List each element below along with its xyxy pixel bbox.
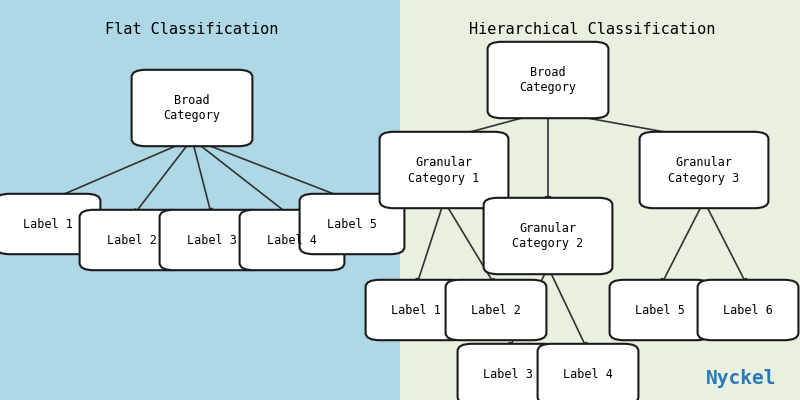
- Text: Label 3: Label 3: [187, 234, 237, 246]
- Text: Label 5: Label 5: [635, 304, 685, 316]
- Text: Label 2: Label 2: [471, 304, 521, 316]
- Text: Broad
Category: Broad Category: [163, 94, 221, 122]
- Text: Label 4: Label 4: [563, 368, 613, 380]
- FancyBboxPatch shape: [0, 194, 101, 254]
- FancyBboxPatch shape: [698, 280, 798, 340]
- Text: Granular
Category 3: Granular Category 3: [668, 156, 740, 184]
- Text: Granular
Category 2: Granular Category 2: [512, 222, 584, 250]
- Text: Label 4: Label 4: [267, 234, 317, 246]
- Text: Broad
Category: Broad Category: [519, 66, 577, 94]
- FancyBboxPatch shape: [131, 70, 253, 146]
- FancyBboxPatch shape: [240, 210, 344, 270]
- FancyBboxPatch shape: [300, 194, 405, 254]
- FancyBboxPatch shape: [366, 280, 466, 340]
- Text: Label 3: Label 3: [483, 368, 533, 380]
- Text: Hierarchical Classification: Hierarchical Classification: [469, 22, 715, 38]
- FancyBboxPatch shape: [483, 198, 613, 274]
- Text: Label 5: Label 5: [327, 218, 377, 230]
- FancyBboxPatch shape: [458, 344, 558, 400]
- FancyBboxPatch shape: [446, 280, 546, 340]
- Text: Label 1: Label 1: [23, 218, 73, 230]
- FancyBboxPatch shape: [610, 280, 710, 340]
- Text: Nyckel: Nyckel: [706, 369, 776, 388]
- Bar: [0, 0, 400, 400]
- FancyBboxPatch shape: [640, 132, 768, 208]
- FancyBboxPatch shape: [488, 42, 609, 118]
- FancyBboxPatch shape: [380, 132, 509, 208]
- FancyBboxPatch shape: [538, 344, 638, 400]
- Text: Label 2: Label 2: [107, 234, 157, 246]
- Text: Label 6: Label 6: [723, 304, 773, 316]
- Text: Granular
Category 1: Granular Category 1: [408, 156, 480, 184]
- FancyBboxPatch shape: [160, 210, 265, 270]
- Text: Label 1: Label 1: [391, 304, 441, 316]
- FancyBboxPatch shape: [80, 210, 184, 270]
- Text: Flat Classification: Flat Classification: [106, 22, 278, 38]
